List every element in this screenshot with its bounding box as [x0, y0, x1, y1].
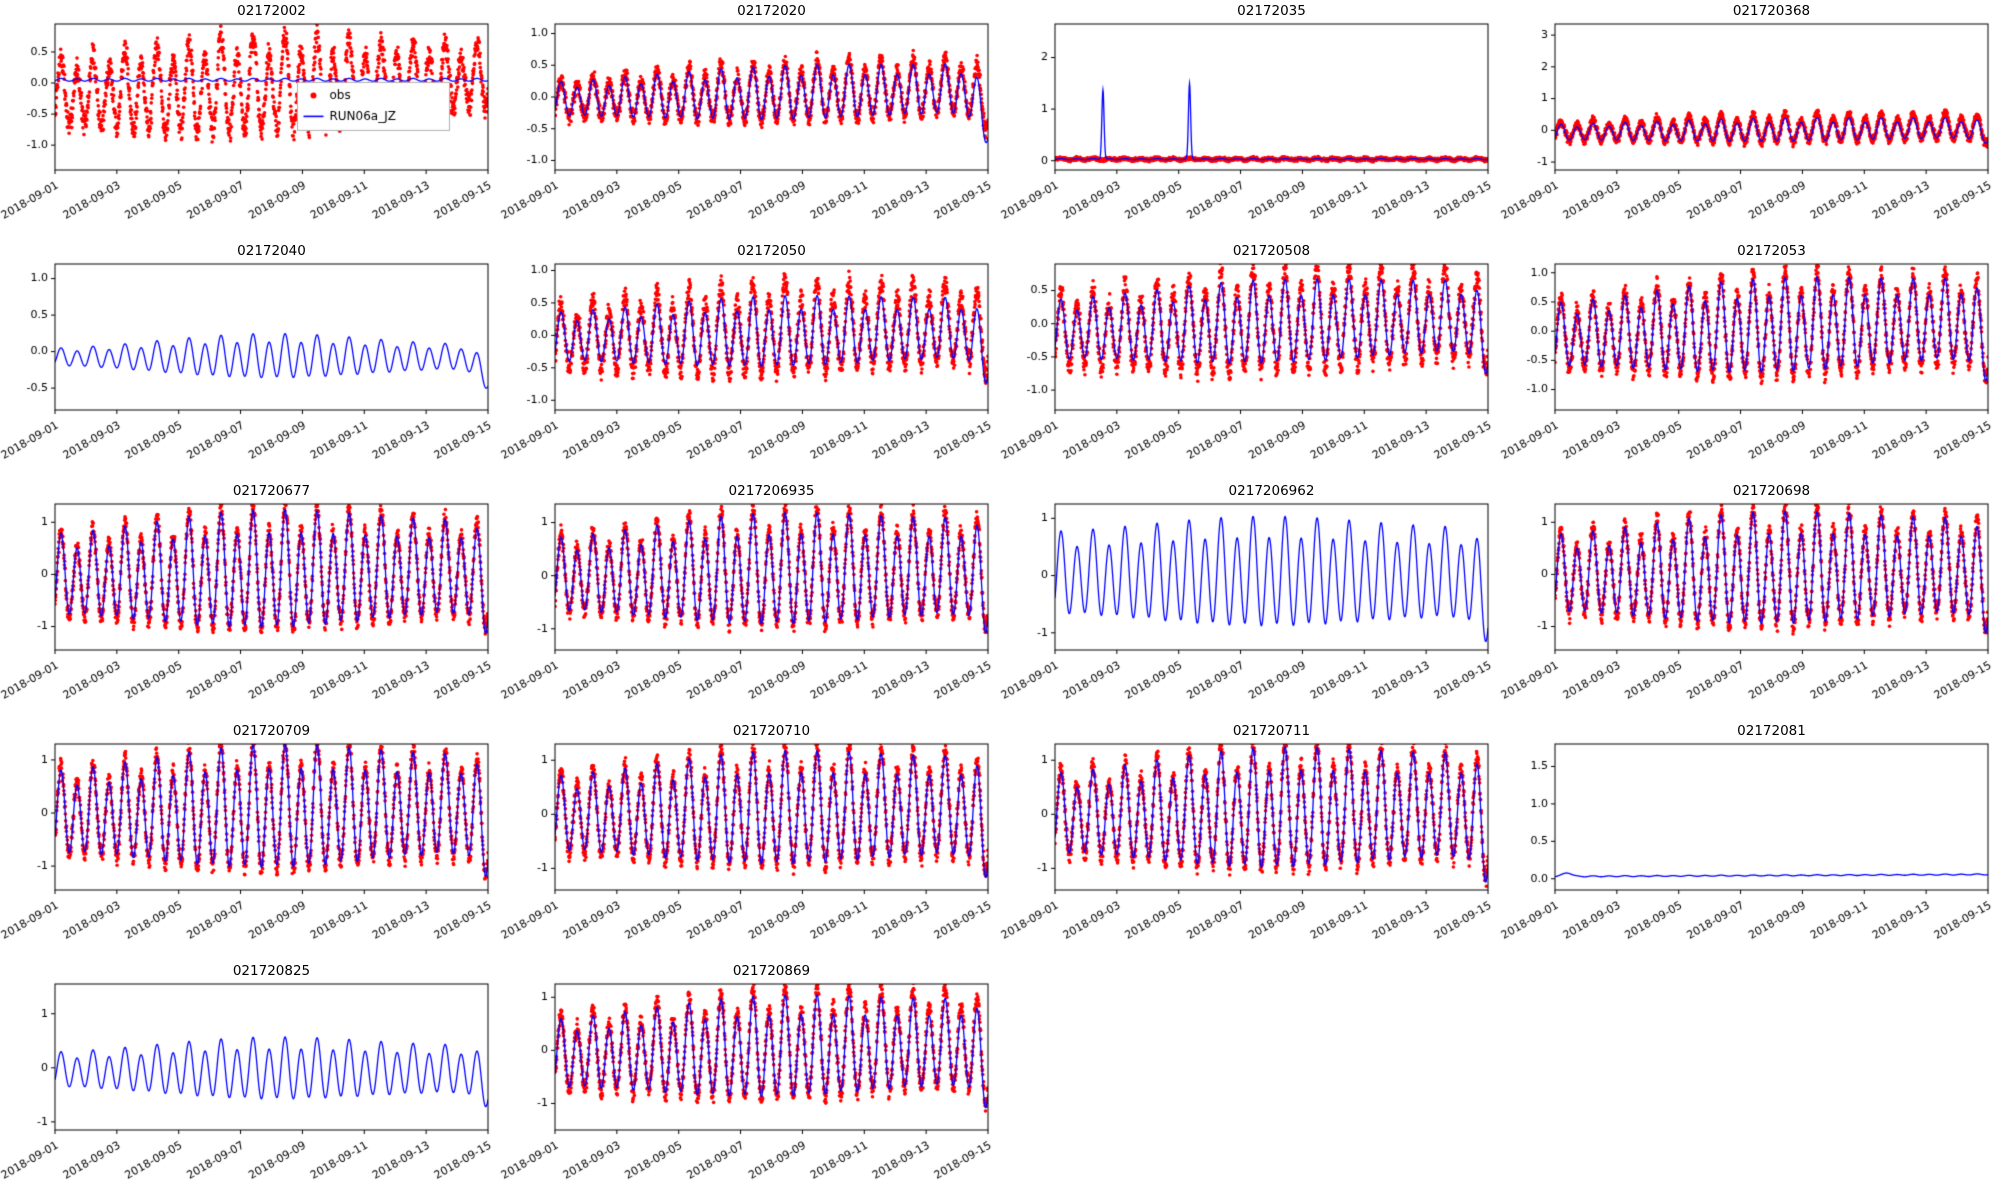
subplot-title: 0217206935: [728, 483, 815, 499]
subplot-canvas: [1500, 260, 2000, 480]
subplot-021720368: 021720368: [1500, 0, 2000, 240]
subplot-canvas: [500, 980, 1000, 1200]
subplot-title: 021720869: [732, 963, 811, 979]
subplot-02172002: 02172002: [0, 0, 500, 240]
subplot-021720710: 021720710: [500, 720, 1000, 960]
subplot-canvas: [0, 260, 500, 480]
subplot-02172035: 02172035: [1000, 0, 1500, 240]
subplot-title: 021720709: [232, 723, 311, 739]
subplot-canvas: [500, 260, 1000, 480]
subplot-canvas: [1500, 740, 2000, 960]
subplot-title: 02172081: [1737, 723, 1806, 739]
subplot-02172020: 02172020: [500, 0, 1000, 240]
subplot-canvas: [1000, 260, 1500, 480]
subplot-title: 02172040: [237, 243, 306, 259]
subplot-canvas: [500, 740, 1000, 960]
subplot-title: 02172020: [737, 3, 806, 19]
subplot-canvas: [1000, 740, 1500, 960]
subplot-title: 021720698: [1732, 483, 1811, 499]
subplot-0217206962: 0217206962: [1000, 480, 1500, 720]
subplot-canvas: [1000, 500, 1500, 720]
subplot-title: 021720711: [1232, 723, 1311, 739]
subplot-canvas: [1000, 20, 1500, 240]
subplot-021720508: 021720508: [1000, 240, 1500, 480]
subplot-canvas: [0, 980, 500, 1200]
subplot-title: 021720710: [732, 723, 811, 739]
subplot-canvas: [500, 20, 1000, 240]
subplot-02172050: 02172050: [500, 240, 1000, 480]
subplot-title: 021720508: [1232, 243, 1311, 259]
subplot-canvas: [0, 20, 500, 240]
subplot-02172081: 02172081: [1500, 720, 2000, 960]
subplot-canvas: [500, 500, 1000, 720]
subplot-title: 021720368: [1732, 3, 1811, 19]
subplot-title: 021720677: [232, 483, 311, 499]
subplot-02172040: 02172040: [0, 240, 500, 480]
subplot-title: 02172053: [1737, 243, 1806, 259]
subplot-021720698: 021720698: [1500, 480, 2000, 720]
subplot-canvas: [0, 500, 500, 720]
subplot-021720869: 021720869: [500, 960, 1000, 1200]
subplot-title: 0217206962: [1228, 483, 1315, 499]
subplot-title: 02172050: [737, 243, 806, 259]
subplot-021720825: 021720825: [0, 960, 500, 1200]
subplot-canvas: [1500, 500, 2000, 720]
subplot-02172053: 02172053: [1500, 240, 2000, 480]
subplot-0217206935: 0217206935: [500, 480, 1000, 720]
subplot-canvas: [1500, 20, 2000, 240]
subplot-021720711: 021720711: [1000, 720, 1500, 960]
subplot-021720709: 021720709: [0, 720, 500, 960]
subplot-021720677: 021720677: [0, 480, 500, 720]
subplot-title: 021720825: [232, 963, 311, 979]
subplot-title: 02172035: [1237, 3, 1306, 19]
subplot-title: 02172002: [237, 3, 306, 19]
subplot-canvas: [0, 740, 500, 960]
